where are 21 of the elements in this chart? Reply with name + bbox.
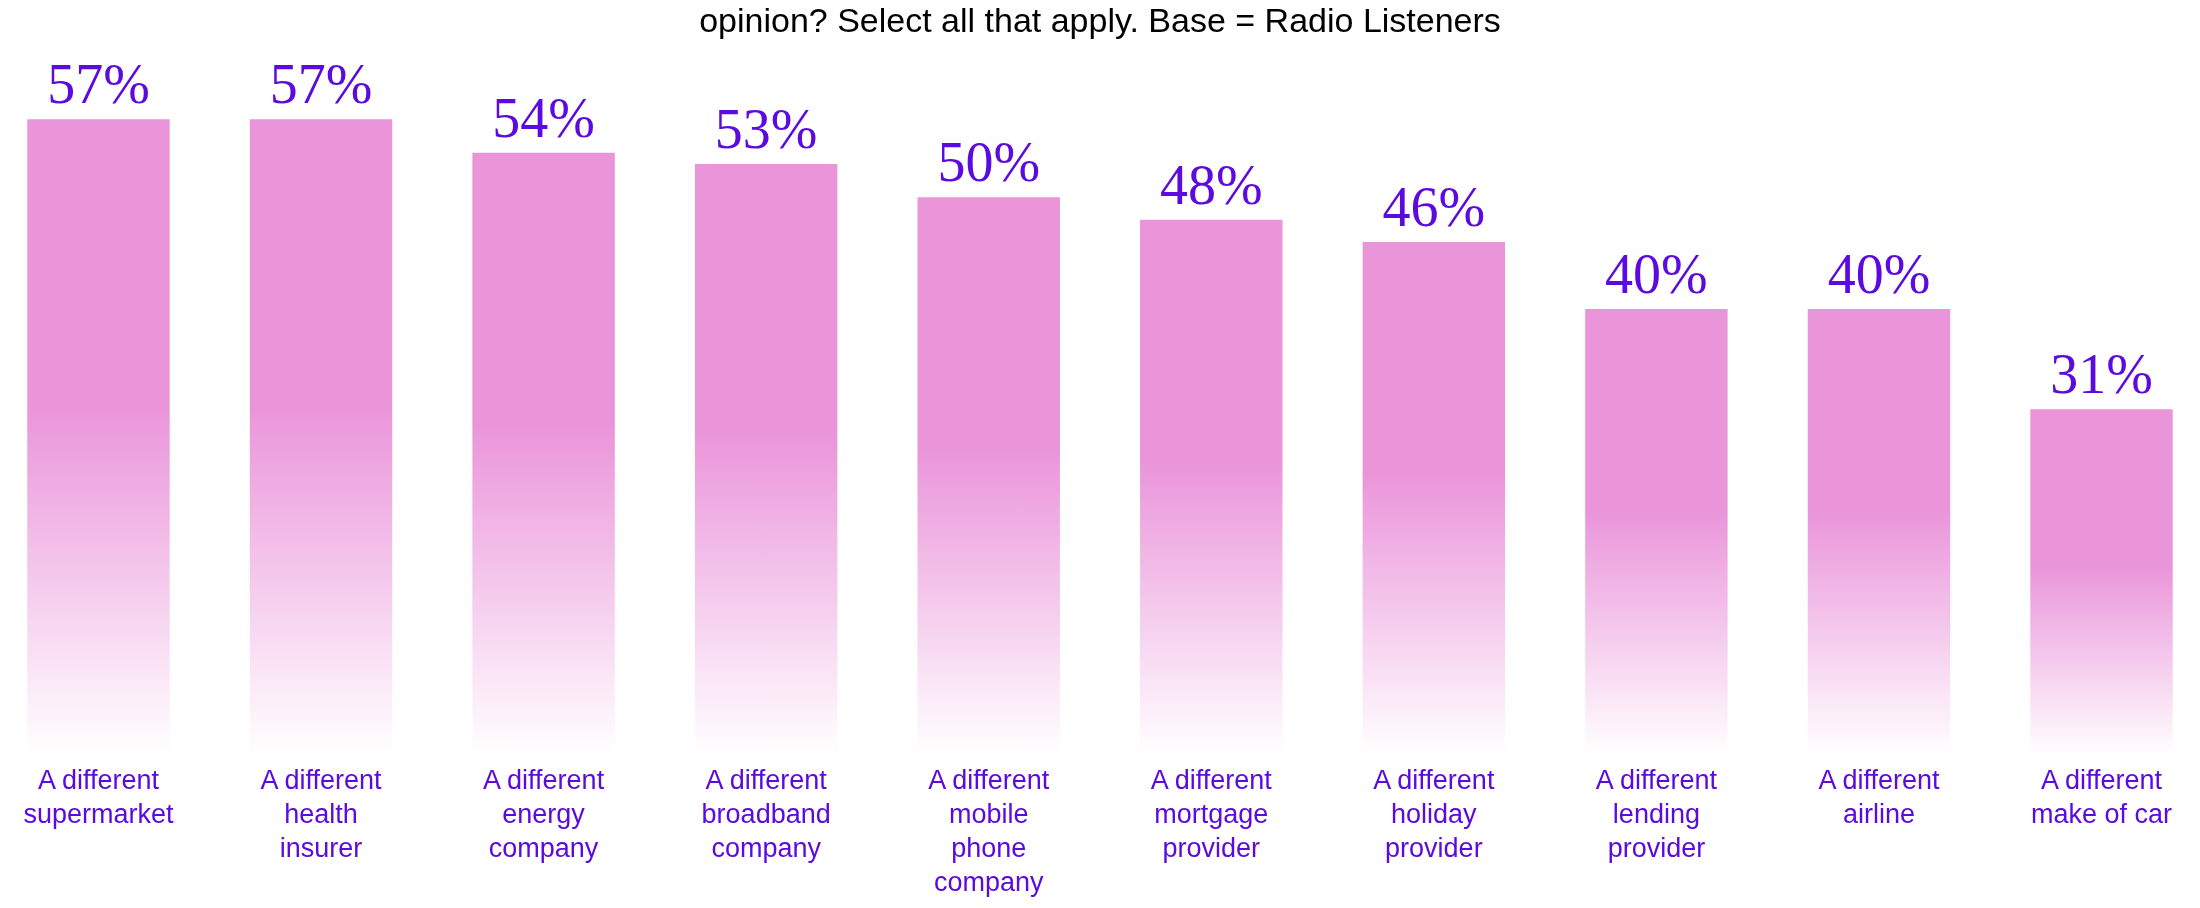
x-tick-label: A different lending provider xyxy=(1595,764,1718,863)
data-label: 31% xyxy=(2050,343,2153,406)
x-tick-label: A different airline xyxy=(1818,764,1941,829)
data-label: 57% xyxy=(269,53,373,116)
x-tick-label: A different holiday provider xyxy=(1373,764,1495,863)
data-label: 57% xyxy=(47,53,150,116)
x-tick-label: A different supermarket xyxy=(23,764,174,829)
data-label: 54% xyxy=(492,86,595,149)
data-label: 40% xyxy=(1827,242,1931,305)
x-tick-label: A different mortgage provider xyxy=(1150,764,1273,863)
data-label: 53% xyxy=(714,97,818,160)
data-label: 46% xyxy=(1382,175,1486,238)
data-label: 40% xyxy=(1605,242,1708,305)
x-tick-label: A different broadband company xyxy=(701,764,831,863)
x-tick-label: A different mobile phone company xyxy=(928,764,1050,897)
data-label: 50% xyxy=(937,131,1041,194)
data-label: 48% xyxy=(1159,153,1263,216)
x-tick-label: A different health insurer xyxy=(260,764,383,863)
chart-title: opinion? Select all that apply. Base = Radio Listeners xyxy=(699,1,1501,39)
x-tick-label: A different energy company xyxy=(483,764,605,863)
x-tick-label: A different make of car xyxy=(2030,764,2173,829)
